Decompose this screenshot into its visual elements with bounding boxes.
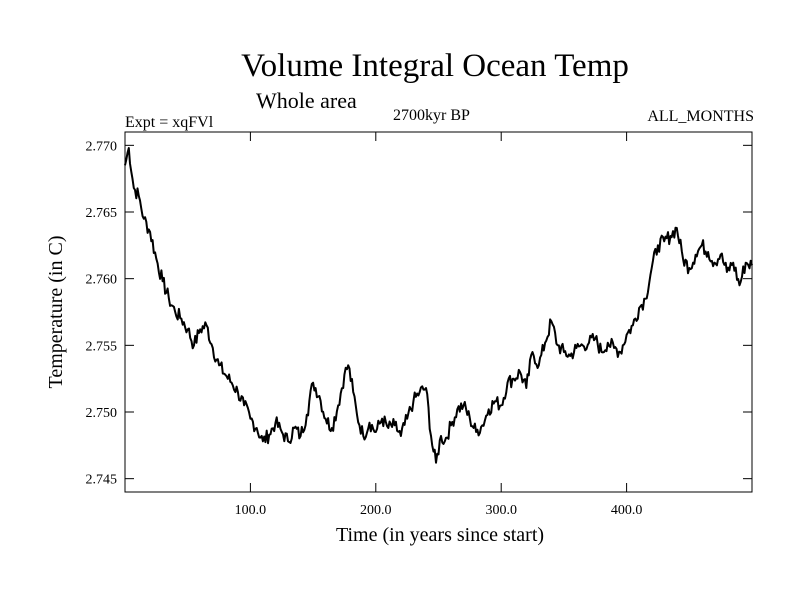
plot-frame [124,131,753,493]
x-tick-label: 400.0 [611,503,643,518]
y-tick-label: 2.770 [86,139,118,154]
period-label: 2700kyr BP [393,107,470,124]
x-tick-label: 100.0 [235,503,267,518]
chart-title: Volume Integral Ocean Temp [241,48,629,84]
chart-subtitle: Whole area [256,88,357,113]
y-tick-label: 2.750 [86,406,118,421]
months-label: ALL_MONTHS [647,108,754,125]
y-tick-label: 2.745 [86,473,118,488]
x-tick-label: 200.0 [360,503,392,518]
y-axis-label: Temperature (in C) [45,236,67,389]
x-axis-label: Time (in years since start) [336,524,544,546]
x-axis: 100.0 200.0 300.0 400.0 [235,132,643,518]
series-line [124,147,753,464]
y-tick-label: 2.760 [86,273,118,288]
experiment-label: Expt = xqFVl [125,114,214,131]
x-tick-label: 300.0 [485,503,517,518]
y-tick-label: 2.765 [86,206,118,221]
y-tick-label: 2.755 [86,339,118,354]
y-axis: 2.745 2.750 2.755 2.760 2.765 2.770 [86,139,752,488]
